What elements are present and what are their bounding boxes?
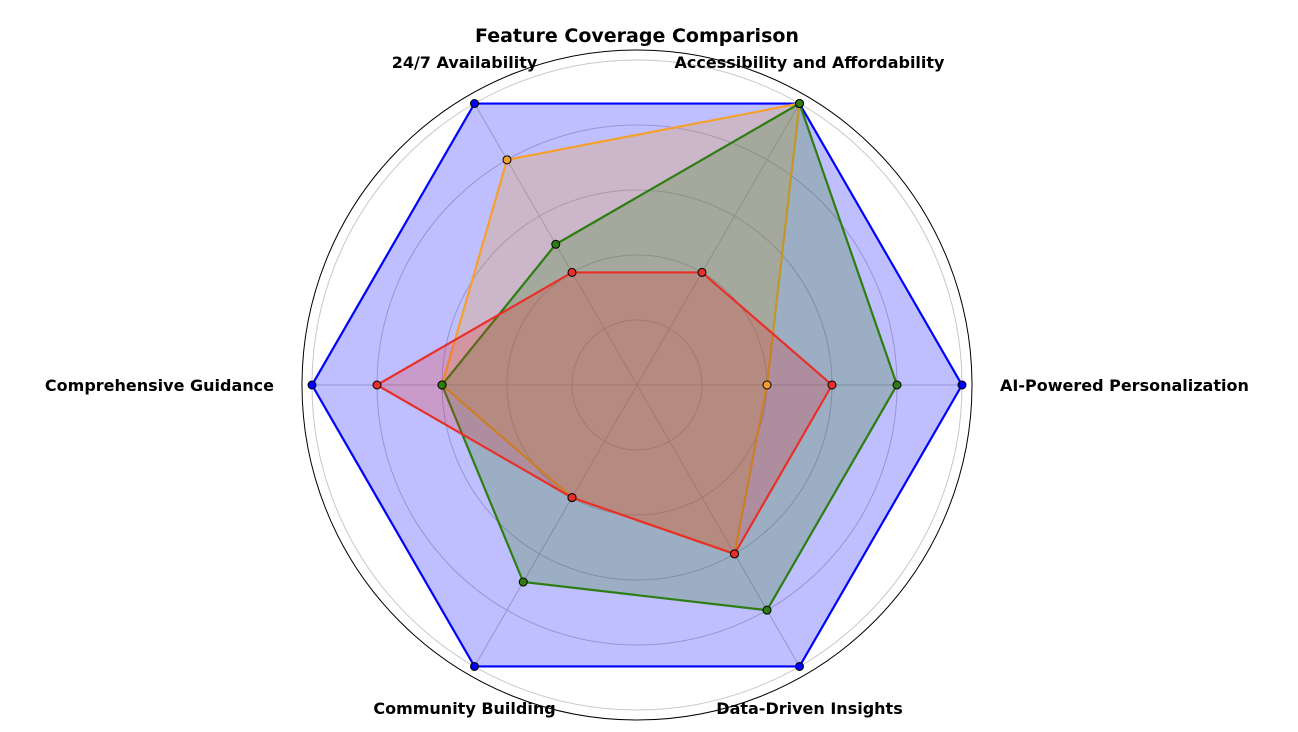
- axis-label: Comprehensive Guidance: [45, 376, 274, 395]
- series-area: [442, 103, 800, 554]
- data-point: [795, 661, 804, 671]
- marker-layer: [307, 99, 967, 671]
- data-point: [730, 549, 739, 559]
- axis-label: AI-Powered Personalization: [1000, 376, 1249, 395]
- label-layer: AI-Powered Personalization Accessibility …: [45, 53, 1249, 718]
- series-layer: [310, 101, 964, 668]
- series-area: [442, 103, 897, 611]
- data-point: [437, 380, 447, 390]
- data-point: [502, 155, 512, 165]
- data-point: [518, 577, 528, 587]
- data-point: [892, 380, 902, 390]
- chart-title: Feature Coverage Comparison: [475, 25, 799, 47]
- data-point: [762, 380, 772, 390]
- axis-label: Data-Driven Insights: [716, 699, 902, 718]
- axis-label: Accessibility and Affordability: [675, 53, 946, 72]
- axis-label: 24/7 Availability: [392, 53, 538, 72]
- axis-label: Community Building: [373, 699, 555, 718]
- grid-spoke: [636, 103, 800, 386]
- data-point: [551, 239, 561, 249]
- data-point: [372, 380, 382, 390]
- data-point: [567, 267, 577, 277]
- data-point: [470, 99, 479, 109]
- data-point: [470, 661, 479, 671]
- data-point: [307, 380, 317, 390]
- outer-frame: [301, 49, 973, 721]
- data-point: [795, 99, 804, 109]
- data-point: [567, 493, 577, 503]
- data-point: [697, 267, 707, 277]
- series-area: [312, 103, 962, 667]
- grid-spoke: [474, 384, 638, 667]
- data-point: [957, 380, 967, 390]
- series-area: [377, 272, 832, 554]
- grid-spoke: [636, 384, 800, 667]
- data-point: [827, 380, 837, 390]
- data-point: [762, 605, 772, 615]
